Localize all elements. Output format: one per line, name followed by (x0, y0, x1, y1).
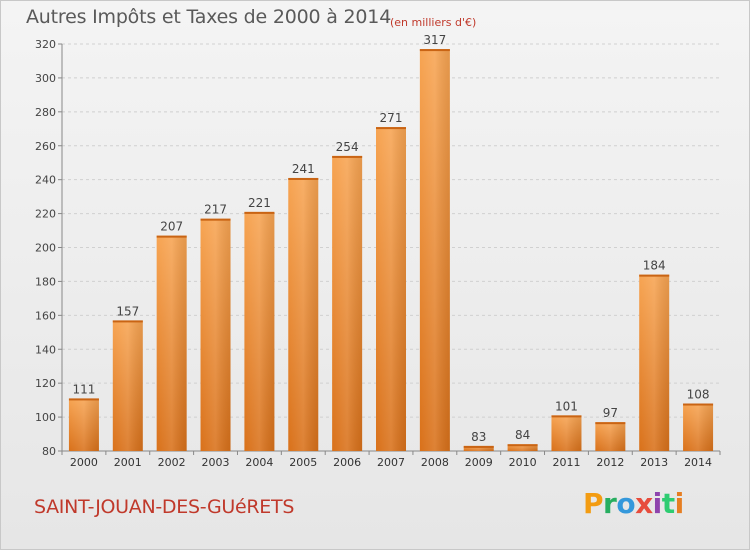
x-tick-label-2003: 2003 (202, 456, 230, 469)
y-tick-label: 80 (42, 445, 56, 458)
value-labels: 111 157 207 217 221 241 254 271 317 83 84 101 97 184 1… (72, 33, 709, 444)
value-label-2010: 84 (515, 428, 530, 442)
bar-shade-2003 (200, 218, 231, 451)
x-tick-label-2008: 2008 (421, 456, 449, 469)
x-tick-label-2006: 2006 (333, 456, 361, 469)
bar-top-edge (244, 211, 275, 214)
bar-shade-2002 (156, 235, 187, 451)
y-tick-label: 120 (35, 377, 56, 390)
bars (68, 49, 714, 452)
bar-shade-2008 (419, 49, 450, 452)
x-tick-label-2013: 2013 (640, 456, 668, 469)
bar-top-edge (463, 445, 494, 448)
value-label-2012: 97 (603, 406, 618, 420)
value-label-2013: 184 (643, 259, 666, 273)
bar-top-edge (595, 422, 626, 425)
y-tick-labels: 80 100 120 140 160 180 200 220 240 260 280 300 320 (35, 38, 56, 458)
y-tick-label: 180 (35, 275, 56, 288)
chart-title: Autres Impôts et Taxes de 2000 à 2014 (26, 6, 392, 28)
bar-shade-2014 (683, 403, 714, 451)
value-label-2014: 108 (687, 388, 710, 402)
x-tick-label-2002: 2002 (158, 456, 186, 469)
bar-top-edge (639, 274, 670, 277)
value-label-2007: 271 (380, 111, 403, 125)
commune-name: SAINT-JOUAN-DES-GUéRETS (34, 496, 295, 518)
bar-top-edge (332, 155, 363, 158)
value-label-2008: 317 (423, 33, 446, 47)
bar-shade-2004 (244, 211, 275, 451)
y-tick-label: 240 (35, 174, 56, 187)
value-label-2000: 111 (72, 382, 95, 396)
x-tick-label-2014: 2014 (684, 456, 712, 469)
y-tick-label: 100 (35, 411, 56, 424)
bar-top-edge (288, 177, 319, 180)
value-label-2005: 241 (292, 162, 315, 176)
bar-top-edge (200, 218, 231, 221)
bar-shade-2005 (288, 177, 319, 452)
x-tick-label-2012: 2012 (596, 456, 624, 469)
x-tick-labels: 2000 2001 2002 2003 2004 2005 2006 2007 2008 2009… (70, 456, 712, 469)
x-tick-label-2005: 2005 (289, 456, 317, 469)
value-label-2002: 207 (160, 220, 183, 234)
x-tick-label-2010: 2010 (509, 456, 537, 469)
proxiti-logo[interactable]: Proxiti (583, 487, 684, 520)
value-label-2009: 83 (471, 430, 486, 444)
bar-shade-2011 (551, 415, 582, 451)
logo-letter: r (603, 487, 617, 520)
bar-shade-2007 (376, 127, 406, 452)
value-label-2011: 101 (555, 399, 578, 413)
bar-shade-2000 (68, 398, 99, 451)
bar-shade-2009 (463, 445, 494, 451)
y-tick-label: 320 (35, 38, 56, 51)
bar-top-edge (551, 415, 582, 418)
x-tick-label-2007: 2007 (377, 456, 405, 469)
bar-shade-2010 (507, 444, 538, 451)
value-label-2006: 254 (336, 140, 359, 154)
bar-top-edge (419, 49, 450, 52)
value-label-2004: 221 (248, 196, 271, 210)
bar-top-edge (68, 398, 99, 401)
y-tick-label: 280 (35, 106, 56, 119)
logo-letter: P (583, 487, 604, 520)
x-tick-label-2009: 2009 (465, 456, 493, 469)
logo-letter: o (616, 487, 636, 520)
value-label-2003: 217 (204, 203, 227, 217)
bar-shade-2013 (639, 274, 670, 451)
x-tick-label-2011: 2011 (552, 456, 580, 469)
value-label-2001: 157 (116, 304, 139, 318)
bar-top-edge (376, 127, 406, 130)
bar-top-edge (112, 320, 143, 323)
y-tick-label: 200 (35, 242, 56, 255)
x-tick-label-2001: 2001 (114, 456, 142, 469)
logo-letter: i (674, 487, 685, 520)
y-tick-label: 260 (35, 140, 56, 153)
y-tick-label: 140 (35, 343, 56, 356)
y-tick-label: 300 (35, 72, 56, 85)
y-tick-label: 220 (35, 208, 56, 221)
chart-unit: (en milliers d'€) (390, 16, 477, 29)
logo-letter: x (635, 487, 653, 520)
bar-top-edge (683, 403, 714, 406)
bar-top-edge (507, 444, 538, 447)
x-tick-label-2000: 2000 (70, 456, 98, 469)
bar-shade-2012 (595, 422, 626, 451)
bar-top-edge (156, 235, 187, 238)
logo-letter: i (652, 487, 663, 520)
bar-shade-2001 (112, 320, 143, 451)
bar-shade-2006 (332, 155, 363, 452)
y-tick-label: 160 (35, 309, 56, 322)
logo-letter: t (661, 487, 675, 520)
x-tick-label-2004: 2004 (245, 456, 273, 469)
